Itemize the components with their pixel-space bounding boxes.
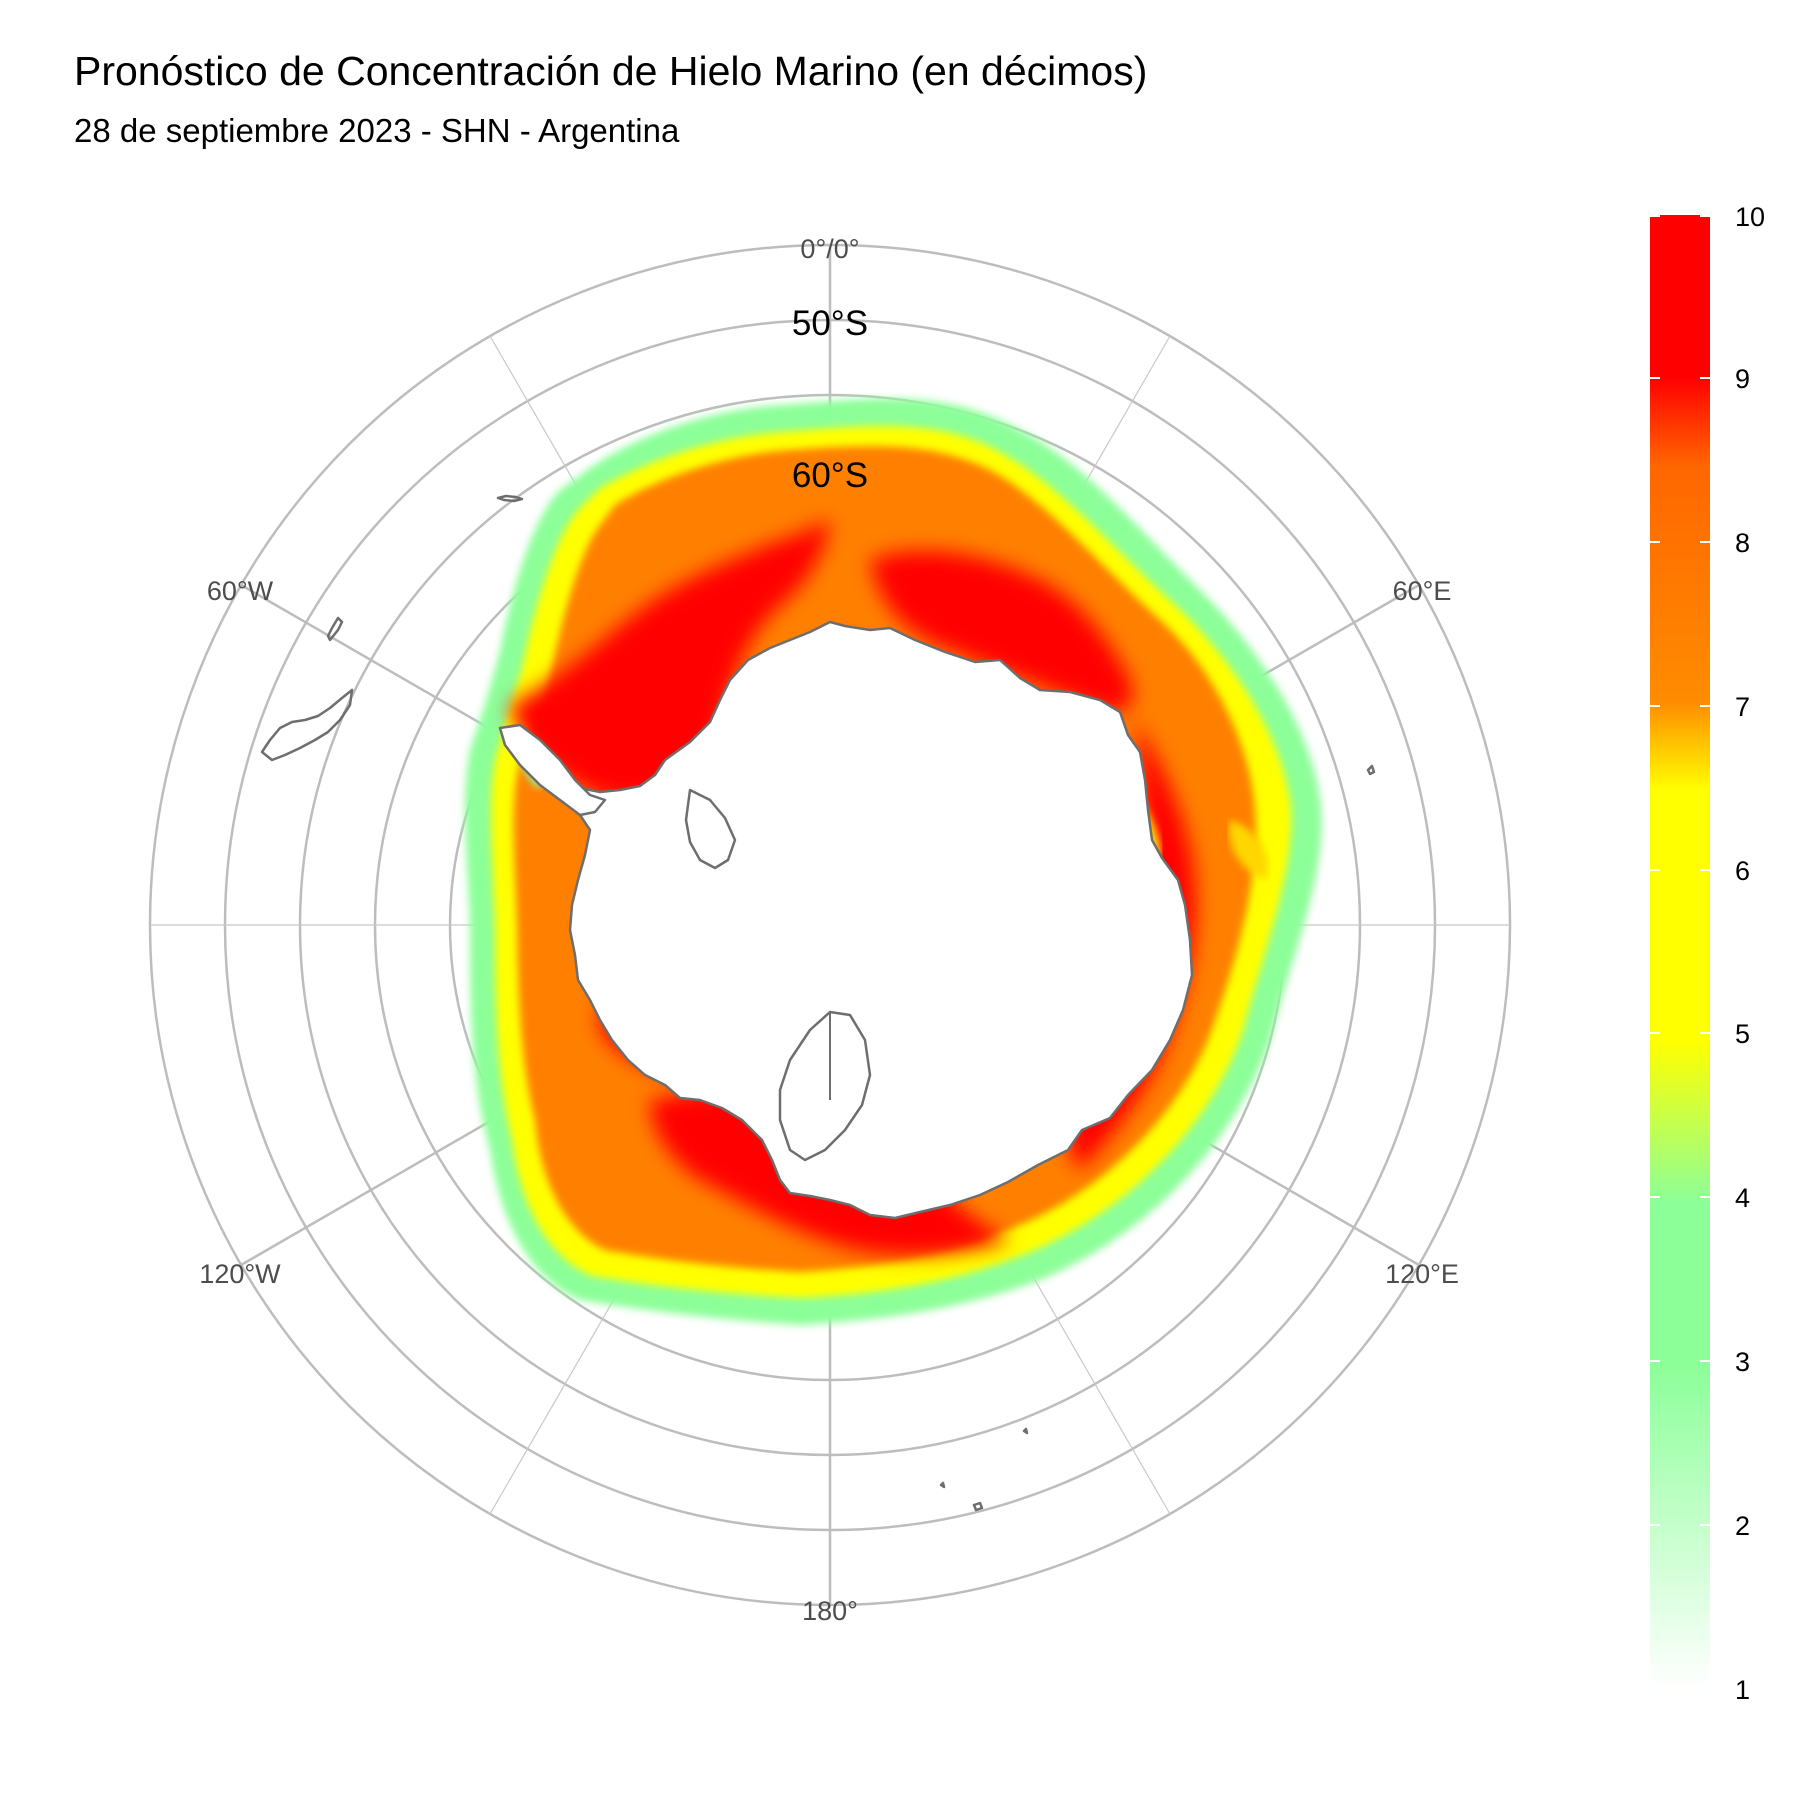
- lon-label-60w: 60°W: [207, 576, 274, 606]
- colorbar-legend: 1 2 3 4 5 6 7 8 9 10: [1650, 202, 1765, 1705]
- lon-label-120w: 120°W: [199, 1259, 281, 1289]
- colorbar-label-3: 3: [1735, 1347, 1750, 1377]
- kerguelen-island: [1368, 766, 1374, 774]
- campbell-island: [974, 1503, 982, 1510]
- lon-label-0: 0°/0°: [800, 234, 859, 264]
- lat-label-60s: 60°S: [792, 456, 868, 495]
- lat-label-50s: 50°S: [792, 304, 868, 343]
- colorbar-label-2: 2: [1735, 1511, 1750, 1541]
- macquarie-island: [1024, 1429, 1027, 1433]
- lon-label-180: 180°: [802, 1596, 858, 1626]
- colorbar-label-8: 8: [1735, 528, 1750, 558]
- lon-label-60e: 60°E: [1393, 576, 1452, 606]
- colorbar: [1650, 215, 1710, 1690]
- colorbar-label-4: 4: [1735, 1183, 1750, 1213]
- auckland-island: [941, 1483, 944, 1487]
- colorbar-label-5: 5: [1735, 1019, 1750, 1049]
- colorbar-label-1: 1: [1735, 1675, 1750, 1705]
- south-georgia-island: [498, 496, 522, 501]
- colorbar-label-7: 7: [1735, 692, 1750, 722]
- colorbar-label-9: 9: [1735, 364, 1750, 394]
- lon-label-120e: 120°E: [1385, 1259, 1459, 1289]
- colorbar-label-10: 10: [1735, 202, 1765, 232]
- colorbar-label-6: 6: [1735, 856, 1750, 886]
